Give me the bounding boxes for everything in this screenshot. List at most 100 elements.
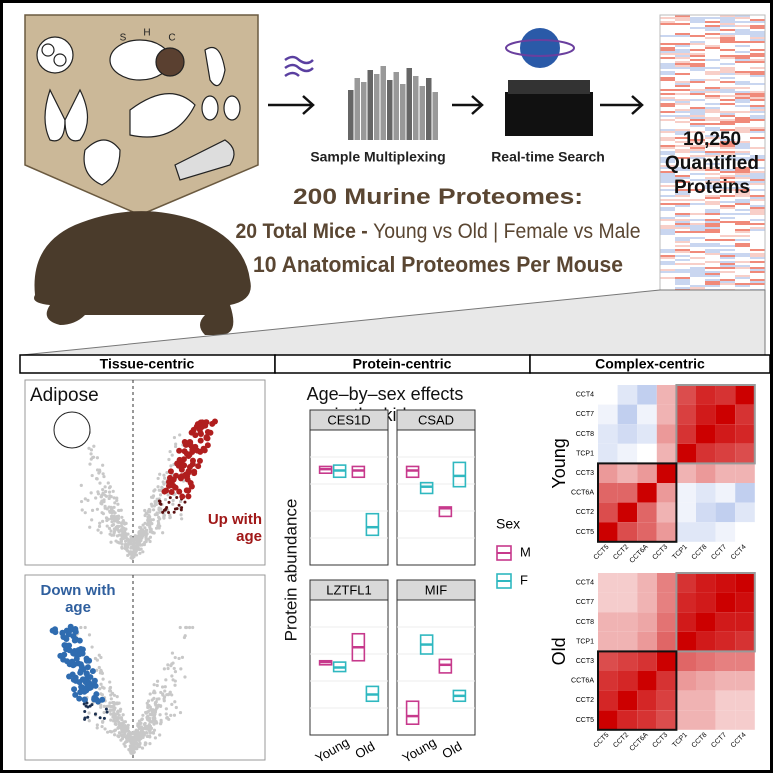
deco-bar xyxy=(433,92,439,140)
heat-cell xyxy=(657,671,677,691)
deco-cell xyxy=(675,63,690,65)
deco-point xyxy=(159,507,162,510)
deco-point xyxy=(174,442,177,445)
deco-point xyxy=(173,700,176,703)
heat-cell xyxy=(637,632,657,652)
deco-cell xyxy=(690,19,705,21)
heat-cell xyxy=(676,612,696,632)
deco-point xyxy=(100,493,103,496)
deco-point xyxy=(162,480,165,483)
heat-cell xyxy=(598,503,618,523)
deco-cell xyxy=(735,265,750,267)
deco-cell xyxy=(675,223,690,225)
heat-cell xyxy=(735,651,755,671)
heat-cell xyxy=(598,632,618,652)
deco-cell xyxy=(690,275,705,277)
deco-point xyxy=(167,511,170,514)
deco-cell xyxy=(675,245,690,247)
deco-point xyxy=(110,515,113,518)
deco-cell xyxy=(750,271,765,273)
deco-point xyxy=(189,484,195,490)
up-label: Up with xyxy=(208,511,262,528)
deco-cell xyxy=(720,57,735,59)
deco-cell xyxy=(705,229,720,231)
deco-cell xyxy=(705,253,720,255)
deco-point xyxy=(158,713,161,716)
deco-cell xyxy=(735,73,750,75)
deco-cell xyxy=(675,109,690,111)
deco-cell xyxy=(735,21,750,23)
deco-cell xyxy=(660,199,675,201)
heat-cell xyxy=(637,710,657,730)
deco-point xyxy=(129,740,132,743)
deco-point xyxy=(117,509,120,512)
heat-cell xyxy=(696,573,716,593)
deco-cell xyxy=(750,107,765,109)
deco-cell xyxy=(720,89,735,91)
heat-cell xyxy=(716,612,736,632)
heat-cell xyxy=(598,405,618,425)
deco-cell xyxy=(675,85,690,87)
deco-cell xyxy=(735,33,750,35)
deco-point xyxy=(137,542,140,545)
deco-point xyxy=(160,486,163,489)
deco-point xyxy=(88,711,91,714)
heat-cell xyxy=(676,710,696,730)
deco-cell xyxy=(675,81,690,83)
deco-cell xyxy=(720,279,735,281)
deco-point xyxy=(96,490,99,493)
deco-cell xyxy=(675,263,690,265)
deco-point xyxy=(166,716,169,719)
deco-cell xyxy=(735,255,750,257)
deco-point xyxy=(149,530,152,533)
deco-point xyxy=(137,531,140,534)
deco-cell xyxy=(735,25,750,27)
deco-cell xyxy=(690,55,705,57)
deco-cell xyxy=(660,233,675,235)
deco-cell xyxy=(750,75,765,77)
heat-cell xyxy=(696,651,716,671)
deco-point xyxy=(121,726,124,729)
deco-cell xyxy=(690,65,705,67)
deco-cell xyxy=(705,97,720,99)
y-axis-label: Protein abundance xyxy=(281,499,300,642)
deco-cell xyxy=(750,33,765,35)
deco-cell xyxy=(690,93,705,95)
deco-point xyxy=(108,680,111,683)
deco-cell xyxy=(750,55,765,57)
heat-cell xyxy=(676,691,696,711)
deco-point xyxy=(96,456,99,459)
deco-point xyxy=(156,684,159,687)
deco-cell xyxy=(735,71,750,73)
deco-cell xyxy=(720,207,735,209)
deco-cell xyxy=(660,181,675,183)
deco-cell xyxy=(675,259,690,261)
deco-cell xyxy=(735,55,750,57)
deco-cell xyxy=(660,137,675,139)
deco-point xyxy=(98,522,101,525)
deco-point xyxy=(153,712,156,715)
deco-point xyxy=(129,550,132,553)
deco-cell xyxy=(675,215,690,217)
deco-point xyxy=(183,442,189,448)
deco-point xyxy=(129,535,132,538)
deco-cell xyxy=(735,29,750,31)
deco-point xyxy=(136,734,139,737)
deco-cell xyxy=(690,117,705,119)
heat-cell xyxy=(696,632,716,652)
heat-cell xyxy=(676,444,696,464)
graphical-abstract: Sample Multiplexing Real-time Search 10,… xyxy=(0,0,773,773)
deco-point xyxy=(171,503,174,506)
heat-cell xyxy=(618,612,638,632)
deco-cell xyxy=(735,121,750,123)
heat-cell xyxy=(618,593,638,613)
deco-cell xyxy=(675,203,690,205)
heat-cell xyxy=(618,651,638,671)
deco-cell xyxy=(660,47,675,49)
heat-cell xyxy=(657,424,677,444)
deco-point xyxy=(107,705,110,708)
deco-point xyxy=(114,539,117,542)
heat-cell xyxy=(657,632,677,652)
deco-cell xyxy=(690,63,705,65)
deco-cell xyxy=(690,27,705,29)
